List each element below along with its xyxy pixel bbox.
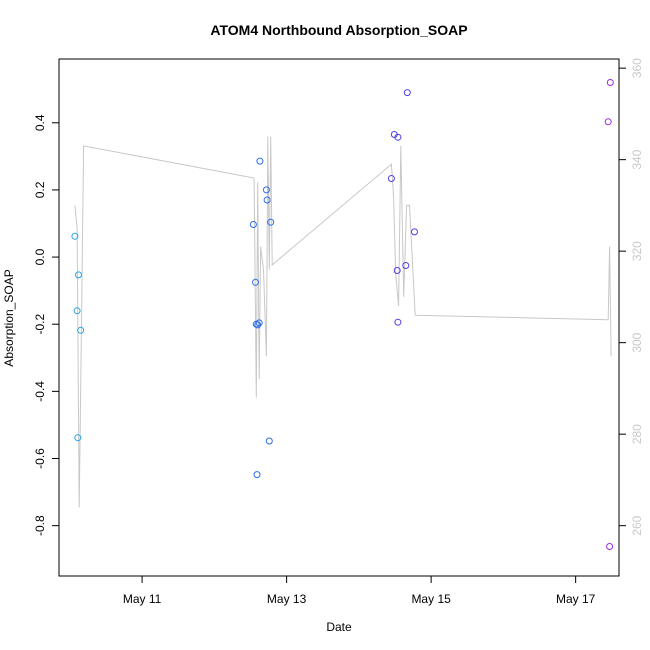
data-point <box>265 437 273 445</box>
data-point <box>255 319 263 327</box>
y-tick-label: -0.2 <box>33 314 47 335</box>
y-tick-label: 0.4 <box>33 114 47 131</box>
y-tick-label: -0.8 <box>33 515 47 536</box>
data-point <box>256 157 264 165</box>
y2-tick-label: 280 <box>630 424 644 444</box>
data-point <box>253 471 261 479</box>
data-point <box>402 262 410 269</box>
data-point <box>262 186 270 194</box>
y-axis-left: -0.8 -0.6 -0.4 -0.2 0.0 0.2 0.4 <box>33 114 59 536</box>
data-point <box>73 307 81 315</box>
x-axis: May 11 May 13 May 15 May 17 <box>123 576 596 606</box>
y2-tick-label: 320 <box>630 241 644 261</box>
data-point <box>403 89 411 97</box>
data-point <box>411 228 418 236</box>
data-point <box>394 133 402 141</box>
plot-frame <box>58 58 620 577</box>
data-point <box>254 321 262 329</box>
points-layer <box>71 79 614 550</box>
y-axis-label: Absorption_SOAP <box>2 269 16 366</box>
data-point <box>75 271 82 279</box>
y2-tick-label: 300 <box>630 332 644 352</box>
secondary-series-layer <box>74 136 612 508</box>
y2-tick-label: 340 <box>630 149 644 169</box>
data-point <box>606 543 614 550</box>
data-point <box>71 232 79 240</box>
data-point <box>74 434 82 442</box>
x-axis-label: Date <box>326 620 352 634</box>
secondary-series-line <box>74 136 612 508</box>
data-point <box>267 218 275 226</box>
data-point <box>249 221 257 228</box>
data-point <box>393 267 401 274</box>
x-tick-label: May 13 <box>267 592 307 606</box>
y-tick-label: 0.2 <box>33 181 47 198</box>
x-tick-label: May 15 <box>411 592 451 606</box>
data-point <box>606 79 614 86</box>
x-tick-label: May 11 <box>123 592 162 606</box>
chart-title: ATOM4 Northbound Absorption_SOAP <box>210 22 467 38</box>
y2-tick-label: 260 <box>630 515 644 535</box>
y-tick-label: -0.6 <box>33 448 47 469</box>
y-axis-right: 260 280 300 320 340 360 <box>619 58 644 536</box>
data-point <box>394 318 402 326</box>
data-point <box>263 196 271 204</box>
data-point <box>77 326 85 334</box>
x-tick-label: May 17 <box>556 592 596 606</box>
y-tick-label: 0.0 <box>33 248 47 265</box>
y2-tick-label: 360 <box>630 58 644 78</box>
y-tick-label: -0.4 <box>33 381 47 402</box>
data-point <box>387 175 395 182</box>
data-point <box>604 118 612 126</box>
data-point <box>252 278 259 286</box>
